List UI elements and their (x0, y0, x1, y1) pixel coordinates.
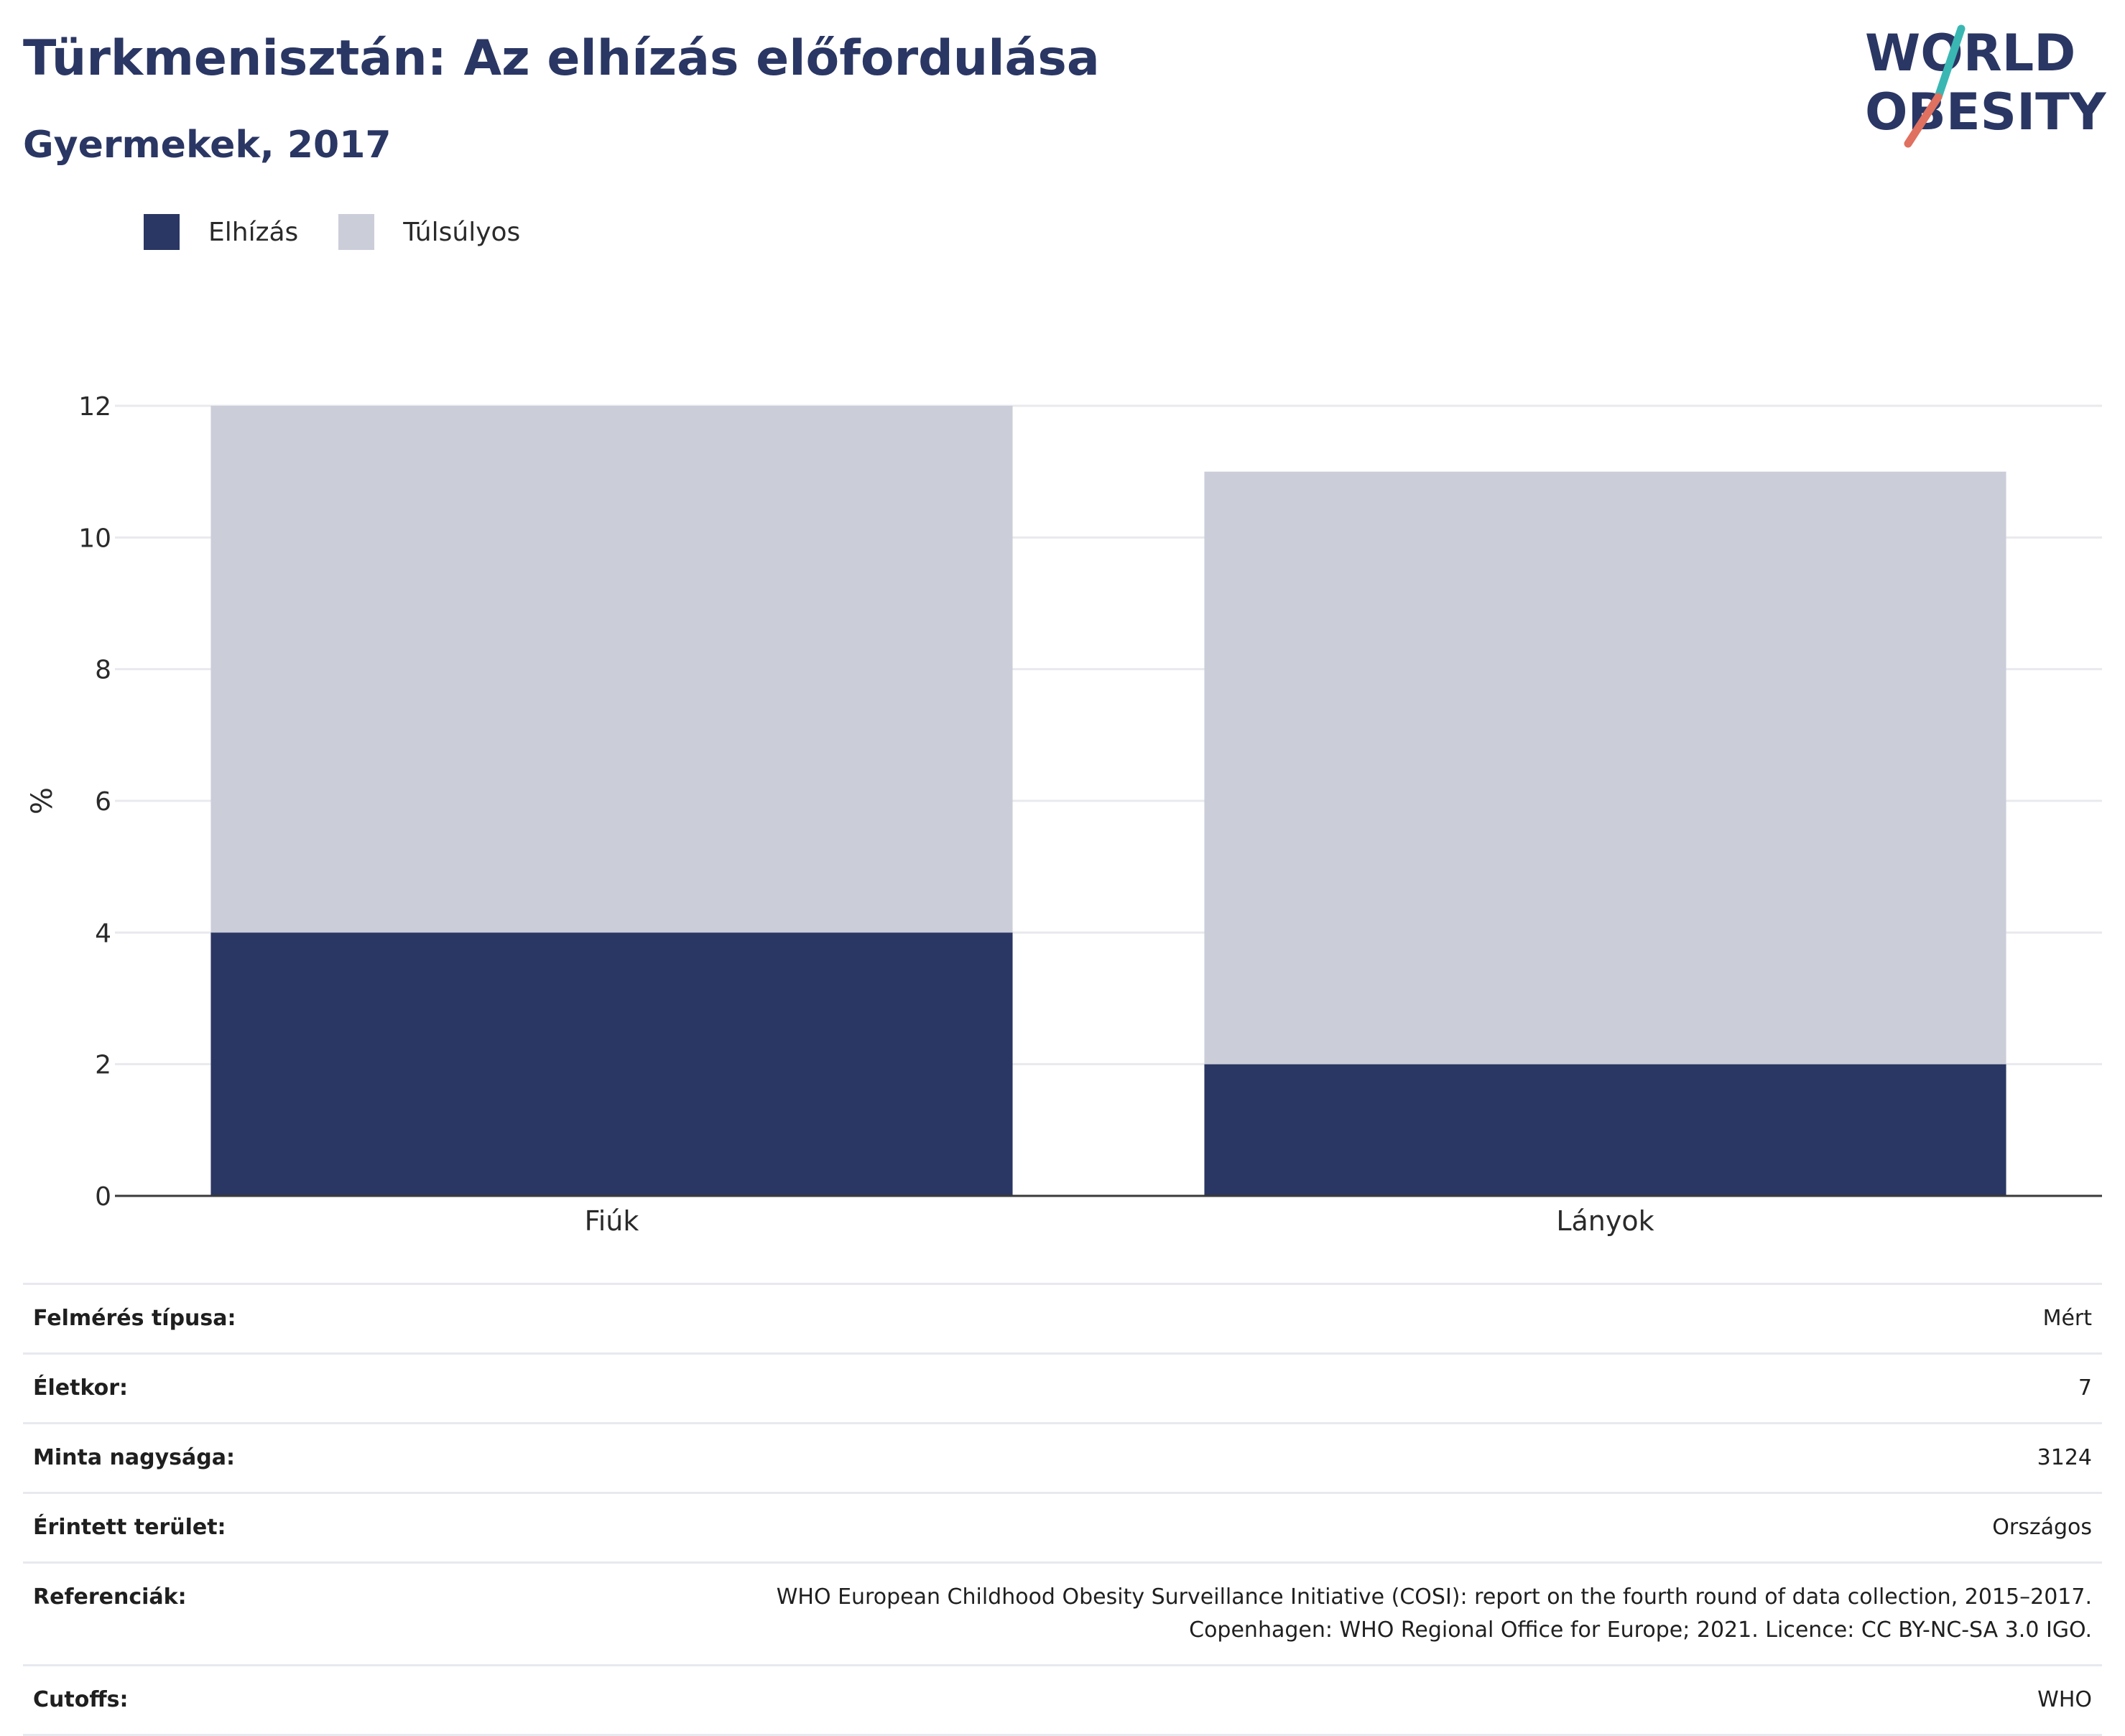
survey-info-table: Felmérés típusa: Mért Életkor: 7 Minta n… (23, 1283, 2102, 1736)
y-tick-label: 2 (95, 1051, 111, 1080)
bar-obesity-0 (210, 932, 1013, 1196)
legend-swatch-overweight (338, 214, 375, 250)
y-tick-label: 4 (95, 919, 111, 948)
info-value: 3124 (345, 1422, 2102, 1493)
y-tick-label: 10 (78, 524, 111, 553)
chart-title: Türkmenisztán: Az elhízás előfordulása (23, 30, 1100, 87)
table-row: Minta nagysága: 3124 (23, 1422, 2102, 1493)
legend-item-obesity: Elhízás (144, 214, 298, 250)
table-row: Felmérés típusa: Mért (23, 1283, 2102, 1354)
info-value: WHO (345, 1664, 2102, 1736)
logo-line-1: WORLD (1865, 24, 2075, 83)
info-value: Országos (345, 1492, 2102, 1563)
bar-overweight-0 (210, 406, 1013, 933)
chart-subtitle: Gyermekek, 2017 (23, 124, 392, 167)
info-label: Érintett terület: (23, 1492, 345, 1563)
stacked-bar-chart: 0 2 4 6 8 10 12% Fiúk Lányok (26, 392, 2102, 1237)
logo-slash-coral (1904, 93, 1943, 148)
info-label: Minta nagysága: (23, 1422, 345, 1493)
y-axis-title: % (26, 787, 59, 814)
logo-line-2: OBESITY (1865, 83, 2107, 141)
table-row: Érintett terület: Országos (23, 1492, 2102, 1563)
logo-slash-teal (1934, 24, 1966, 101)
y-tick-label: 12 (78, 392, 111, 422)
info-value: Mért (345, 1283, 2102, 1354)
chart-legend: Elhízás Túlsúlyos (144, 214, 560, 250)
info-label: Cutoffs: (23, 1664, 345, 1736)
info-value: WHO European Childhood Obesity Surveilla… (345, 1561, 2102, 1666)
info-label: Referenciák: (23, 1561, 345, 1666)
table-row: Referenciák: WHO European Childhood Obes… (23, 1561, 2102, 1666)
table-row: Életkor: 7 (23, 1352, 2102, 1424)
y-tick-label: 0 (95, 1182, 111, 1212)
info-label: Felmérés típusa: (23, 1283, 345, 1354)
world-obesity-logo: WORLD OBESITY (1865, 24, 2107, 148)
bar-obesity-1 (1204, 1064, 2006, 1196)
legend-swatch-obesity (144, 214, 180, 250)
legend-label-obesity: Elhízás (208, 217, 299, 247)
x-tick-label: Lányok (1556, 1205, 1654, 1237)
info-value: 7 (345, 1352, 2102, 1424)
x-tick-label: Fiúk (585, 1205, 639, 1237)
table-row: Cutoffs: WHO (23, 1664, 2102, 1736)
y-tick-label: 6 (95, 787, 111, 817)
legend-label-overweight: Túlsúlyos (403, 217, 521, 247)
bar-overweight-1 (1204, 471, 2006, 1064)
info-label: Életkor: (23, 1352, 345, 1424)
legend-item-overweight: Túlsúlyos (338, 214, 520, 250)
y-tick-label: 8 (95, 656, 111, 685)
